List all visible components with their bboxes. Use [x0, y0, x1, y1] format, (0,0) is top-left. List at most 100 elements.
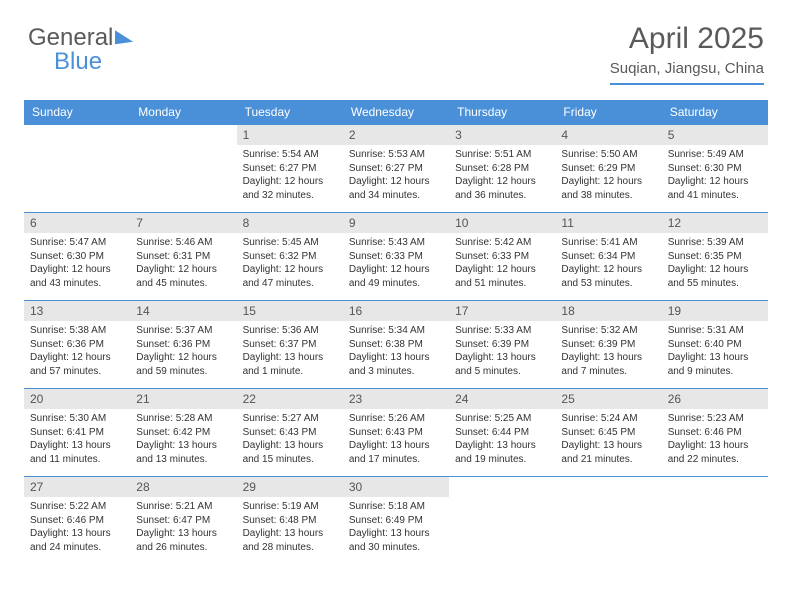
calendar-cell: 7Sunrise: 5:46 AMSunset: 6:31 PMDaylight…	[130, 213, 236, 301]
calendar-cell: 12Sunrise: 5:39 AMSunset: 6:35 PMDayligh…	[662, 213, 768, 301]
calendar-cell: 25Sunrise: 5:24 AMSunset: 6:45 PMDayligh…	[555, 389, 661, 477]
day-details: Sunrise: 5:43 AMSunset: 6:33 PMDaylight:…	[343, 233, 449, 293]
calendar-cell-empty	[130, 125, 236, 213]
calendar-cell-empty	[555, 477, 661, 565]
calendar-table: SundayMondayTuesdayWednesdayThursdayFrid…	[24, 100, 768, 565]
day-details: Sunrise: 5:38 AMSunset: 6:36 PMDaylight:…	[24, 321, 130, 381]
day-details: Sunrise: 5:21 AMSunset: 6:47 PMDaylight:…	[130, 497, 236, 557]
calendar-cell: 30Sunrise: 5:18 AMSunset: 6:49 PMDayligh…	[343, 477, 449, 565]
day-header: Thursday	[449, 100, 555, 125]
day-number: 21	[130, 389, 236, 409]
calendar-cell: 22Sunrise: 5:27 AMSunset: 6:43 PMDayligh…	[237, 389, 343, 477]
day-number: 15	[237, 301, 343, 321]
calendar-cell: 21Sunrise: 5:28 AMSunset: 6:42 PMDayligh…	[130, 389, 236, 477]
calendar-header-row: SundayMondayTuesdayWednesdayThursdayFrid…	[24, 100, 768, 125]
day-number: 24	[449, 389, 555, 409]
calendar-cell-empty	[449, 477, 555, 565]
day-number: 28	[130, 477, 236, 497]
day-number: 27	[24, 477, 130, 497]
day-number: 3	[449, 125, 555, 145]
calendar-cell-empty	[24, 125, 130, 213]
day-number: 5	[662, 125, 768, 145]
day-number: 29	[237, 477, 343, 497]
calendar-cell: 2Sunrise: 5:53 AMSunset: 6:27 PMDaylight…	[343, 125, 449, 213]
calendar-row: 1Sunrise: 5:54 AMSunset: 6:27 PMDaylight…	[24, 125, 768, 213]
day-number: 20	[24, 389, 130, 409]
calendar-cell: 19Sunrise: 5:31 AMSunset: 6:40 PMDayligh…	[662, 301, 768, 389]
day-details: Sunrise: 5:22 AMSunset: 6:46 PMDaylight:…	[24, 497, 130, 557]
day-header: Tuesday	[237, 100, 343, 125]
calendar-row: 27Sunrise: 5:22 AMSunset: 6:46 PMDayligh…	[24, 477, 768, 565]
logo-text-2: Blue	[54, 48, 102, 76]
day-details: Sunrise: 5:37 AMSunset: 6:36 PMDaylight:…	[130, 321, 236, 381]
day-number: 9	[343, 213, 449, 233]
day-number: 2	[343, 125, 449, 145]
calendar-cell: 8Sunrise: 5:45 AMSunset: 6:32 PMDaylight…	[237, 213, 343, 301]
day-details: Sunrise: 5:26 AMSunset: 6:43 PMDaylight:…	[343, 409, 449, 469]
day-details: Sunrise: 5:53 AMSunset: 6:27 PMDaylight:…	[343, 145, 449, 205]
location-subtitle: Suqian, Jiangsu, China	[610, 60, 764, 85]
calendar-cell: 17Sunrise: 5:33 AMSunset: 6:39 PMDayligh…	[449, 301, 555, 389]
day-details: Sunrise: 5:45 AMSunset: 6:32 PMDaylight:…	[237, 233, 343, 293]
day-details: Sunrise: 5:46 AMSunset: 6:31 PMDaylight:…	[130, 233, 236, 293]
logo-triangle-icon	[115, 28, 133, 45]
day-header: Sunday	[24, 100, 130, 125]
day-number: 25	[555, 389, 661, 409]
calendar-row: 20Sunrise: 5:30 AMSunset: 6:41 PMDayligh…	[24, 389, 768, 477]
day-details: Sunrise: 5:49 AMSunset: 6:30 PMDaylight:…	[662, 145, 768, 205]
calendar-cell: 13Sunrise: 5:38 AMSunset: 6:36 PMDayligh…	[24, 301, 130, 389]
day-details: Sunrise: 5:34 AMSunset: 6:38 PMDaylight:…	[343, 321, 449, 381]
day-details: Sunrise: 5:39 AMSunset: 6:35 PMDaylight:…	[662, 233, 768, 293]
day-number: 8	[237, 213, 343, 233]
day-number: 19	[662, 301, 768, 321]
day-number: 22	[237, 389, 343, 409]
calendar-cell: 24Sunrise: 5:25 AMSunset: 6:44 PMDayligh…	[449, 389, 555, 477]
day-details: Sunrise: 5:30 AMSunset: 6:41 PMDaylight:…	[24, 409, 130, 469]
calendar-cell: 28Sunrise: 5:21 AMSunset: 6:47 PMDayligh…	[130, 477, 236, 565]
day-number: 11	[555, 213, 661, 233]
calendar-cell: 10Sunrise: 5:42 AMSunset: 6:33 PMDayligh…	[449, 213, 555, 301]
day-number: 6	[24, 213, 130, 233]
day-number: 30	[343, 477, 449, 497]
day-number: 23	[343, 389, 449, 409]
day-number: 26	[662, 389, 768, 409]
calendar-cell: 29Sunrise: 5:19 AMSunset: 6:48 PMDayligh…	[237, 477, 343, 565]
day-number: 14	[130, 301, 236, 321]
day-details: Sunrise: 5:19 AMSunset: 6:48 PMDaylight:…	[237, 497, 343, 557]
calendar-cell: 6Sunrise: 5:47 AMSunset: 6:30 PMDaylight…	[24, 213, 130, 301]
day-number: 16	[343, 301, 449, 321]
month-title: April 2025	[610, 22, 764, 56]
day-details: Sunrise: 5:36 AMSunset: 6:37 PMDaylight:…	[237, 321, 343, 381]
day-number: 13	[24, 301, 130, 321]
day-number: 18	[555, 301, 661, 321]
day-number: 12	[662, 213, 768, 233]
day-number: 17	[449, 301, 555, 321]
calendar: SundayMondayTuesdayWednesdayThursdayFrid…	[24, 100, 768, 565]
day-details: Sunrise: 5:42 AMSunset: 6:33 PMDaylight:…	[449, 233, 555, 293]
day-number: 10	[449, 213, 555, 233]
day-details: Sunrise: 5:27 AMSunset: 6:43 PMDaylight:…	[237, 409, 343, 469]
calendar-cell: 18Sunrise: 5:32 AMSunset: 6:39 PMDayligh…	[555, 301, 661, 389]
calendar-cell: 15Sunrise: 5:36 AMSunset: 6:37 PMDayligh…	[237, 301, 343, 389]
calendar-row: 13Sunrise: 5:38 AMSunset: 6:36 PMDayligh…	[24, 301, 768, 389]
calendar-cell: 14Sunrise: 5:37 AMSunset: 6:36 PMDayligh…	[130, 301, 236, 389]
calendar-cell: 27Sunrise: 5:22 AMSunset: 6:46 PMDayligh…	[24, 477, 130, 565]
calendar-cell: 26Sunrise: 5:23 AMSunset: 6:46 PMDayligh…	[662, 389, 768, 477]
calendar-body: 1Sunrise: 5:54 AMSunset: 6:27 PMDaylight…	[24, 125, 768, 565]
day-details: Sunrise: 5:41 AMSunset: 6:34 PMDaylight:…	[555, 233, 661, 293]
day-details: Sunrise: 5:47 AMSunset: 6:30 PMDaylight:…	[24, 233, 130, 293]
day-number: 7	[130, 213, 236, 233]
day-details: Sunrise: 5:32 AMSunset: 6:39 PMDaylight:…	[555, 321, 661, 381]
day-details: Sunrise: 5:54 AMSunset: 6:27 PMDaylight:…	[237, 145, 343, 205]
day-header: Friday	[555, 100, 661, 125]
day-details: Sunrise: 5:23 AMSunset: 6:46 PMDaylight:…	[662, 409, 768, 469]
day-number: 1	[237, 125, 343, 145]
calendar-cell: 1Sunrise: 5:54 AMSunset: 6:27 PMDaylight…	[237, 125, 343, 213]
calendar-cell: 20Sunrise: 5:30 AMSunset: 6:41 PMDayligh…	[24, 389, 130, 477]
calendar-cell-empty	[662, 477, 768, 565]
day-details: Sunrise: 5:50 AMSunset: 6:29 PMDaylight:…	[555, 145, 661, 205]
day-header: Saturday	[662, 100, 768, 125]
day-details: Sunrise: 5:33 AMSunset: 6:39 PMDaylight:…	[449, 321, 555, 381]
title-block: April 2025 Suqian, Jiangsu, China	[610, 22, 764, 85]
day-details: Sunrise: 5:24 AMSunset: 6:45 PMDaylight:…	[555, 409, 661, 469]
